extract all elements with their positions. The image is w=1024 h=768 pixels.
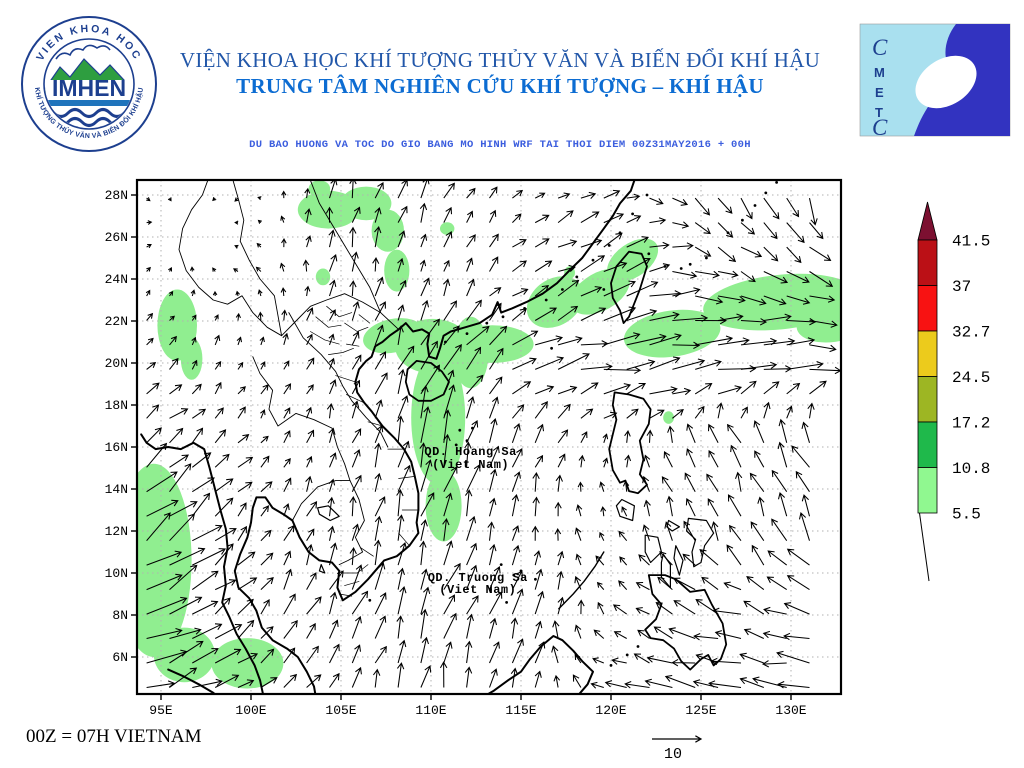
legend-value: 10.8 (952, 460, 990, 478)
svg-text:QD. Hoang Sa: QD. Hoang Sa (424, 445, 516, 459)
center-title: TRUNG TÂM NGHIÊN CỨU KHÍ TƯỢNG – KHÍ HẬU (236, 74, 764, 98)
cmetc-letter-c2: C (872, 115, 888, 137)
legend-value: 37 (952, 278, 971, 296)
cmetc-letter-e: E (875, 85, 884, 100)
imhen-acronym: IMHEN (52, 75, 126, 101)
axis-labels: 95E 100E 105E 110E 115E 120E 125E 130E 28N 26N 24N… (105, 188, 807, 718)
cmetc-letters: C M E T C (872, 35, 888, 137)
map-frame (135, 178, 843, 696)
y-tick-label: 20N (105, 356, 128, 371)
legend-value: 41.5 (952, 233, 990, 251)
x-tick-label: 130E (775, 703, 806, 718)
x-tick-label: 95E (149, 703, 173, 718)
legend-value: 5.5 (952, 506, 981, 524)
svg-text:(Viet Nam): (Viet Nam) (439, 583, 516, 597)
svg-text:(Viet Nam): (Viet Nam) (432, 458, 509, 472)
legend-value: 24.5 (952, 369, 990, 387)
x-tick-label: 120E (595, 703, 626, 718)
wind-speed-legend: 41.5 37 32.7 24.5 17.2 10.8 5.5 (917, 201, 990, 582)
forecast-subtitle: DU BAO HUONG VA TOC DO GIO BANG MO HINH … (249, 139, 751, 151)
svg-text:QD. Truong Sa: QD. Truong Sa (428, 571, 528, 585)
x-tick-label: 110E (415, 703, 446, 718)
legend-value: 17.2 (952, 415, 990, 433)
island-labels: QD. Hoang Sa(Viet Nam)QD. Truong Sa(Viet… (424, 445, 527, 597)
institute-title: VIỆN KHOA HỌC KHÍ TƯỢNG THỦY VĂN VÀ BIẾN… (179, 48, 821, 72)
imhen-text-band (45, 80, 133, 98)
cloud-icon (55, 44, 111, 60)
legend-cap (917, 201, 938, 241)
imhen-logo: IMHEN VIEN KHOA HOC KHÍ TƯỢNG THỦY VĂN V… (21, 16, 157, 152)
cmetc-logo: C M E T C (859, 23, 1011, 137)
imhen-emblem: IMHEN (45, 44, 133, 128)
time-note: 00Z = 07H VIETNAM (26, 726, 202, 747)
y-tick-label: 6N (112, 650, 128, 665)
legend-tail (919, 512, 930, 582)
water-band (45, 100, 133, 106)
y-tick-label: 18N (105, 398, 128, 413)
y-tick-label: 28N (105, 188, 128, 203)
cmetc-letter-m: M (874, 65, 885, 80)
graticule (137, 180, 841, 694)
wind-vectors (145, 180, 841, 689)
x-tick-label: 125E (685, 703, 716, 718)
y-tick-label: 12N (105, 524, 128, 539)
legend-value: 32.7 (952, 324, 990, 342)
reference-vector-label: 10 (664, 746, 682, 763)
reference-vector: 10 (652, 735, 703, 763)
coastlines (140, 180, 778, 694)
y-tick-label: 8N (112, 608, 128, 623)
x-tick-label: 115E (505, 703, 536, 718)
cmetc-letter-c1: C (872, 35, 888, 60)
y-tick-label: 16N (105, 440, 128, 455)
y-tick-label: 22N (105, 314, 128, 329)
cmetc-white-blob (915, 55, 977, 109)
y-tick-label: 26N (105, 230, 128, 245)
cmetc-letter-t: T (875, 105, 883, 120)
y-tick-label: 24N (105, 272, 128, 287)
y-tick-label: 14N (105, 482, 128, 497)
map-content: QD. Hoang Sa(Viet Nam)QD. Truong Sa(Viet… (137, 180, 841, 694)
x-tick-label: 105E (325, 703, 356, 718)
x-tick-label: 100E (235, 703, 266, 718)
y-tick-label: 10N (105, 566, 128, 581)
